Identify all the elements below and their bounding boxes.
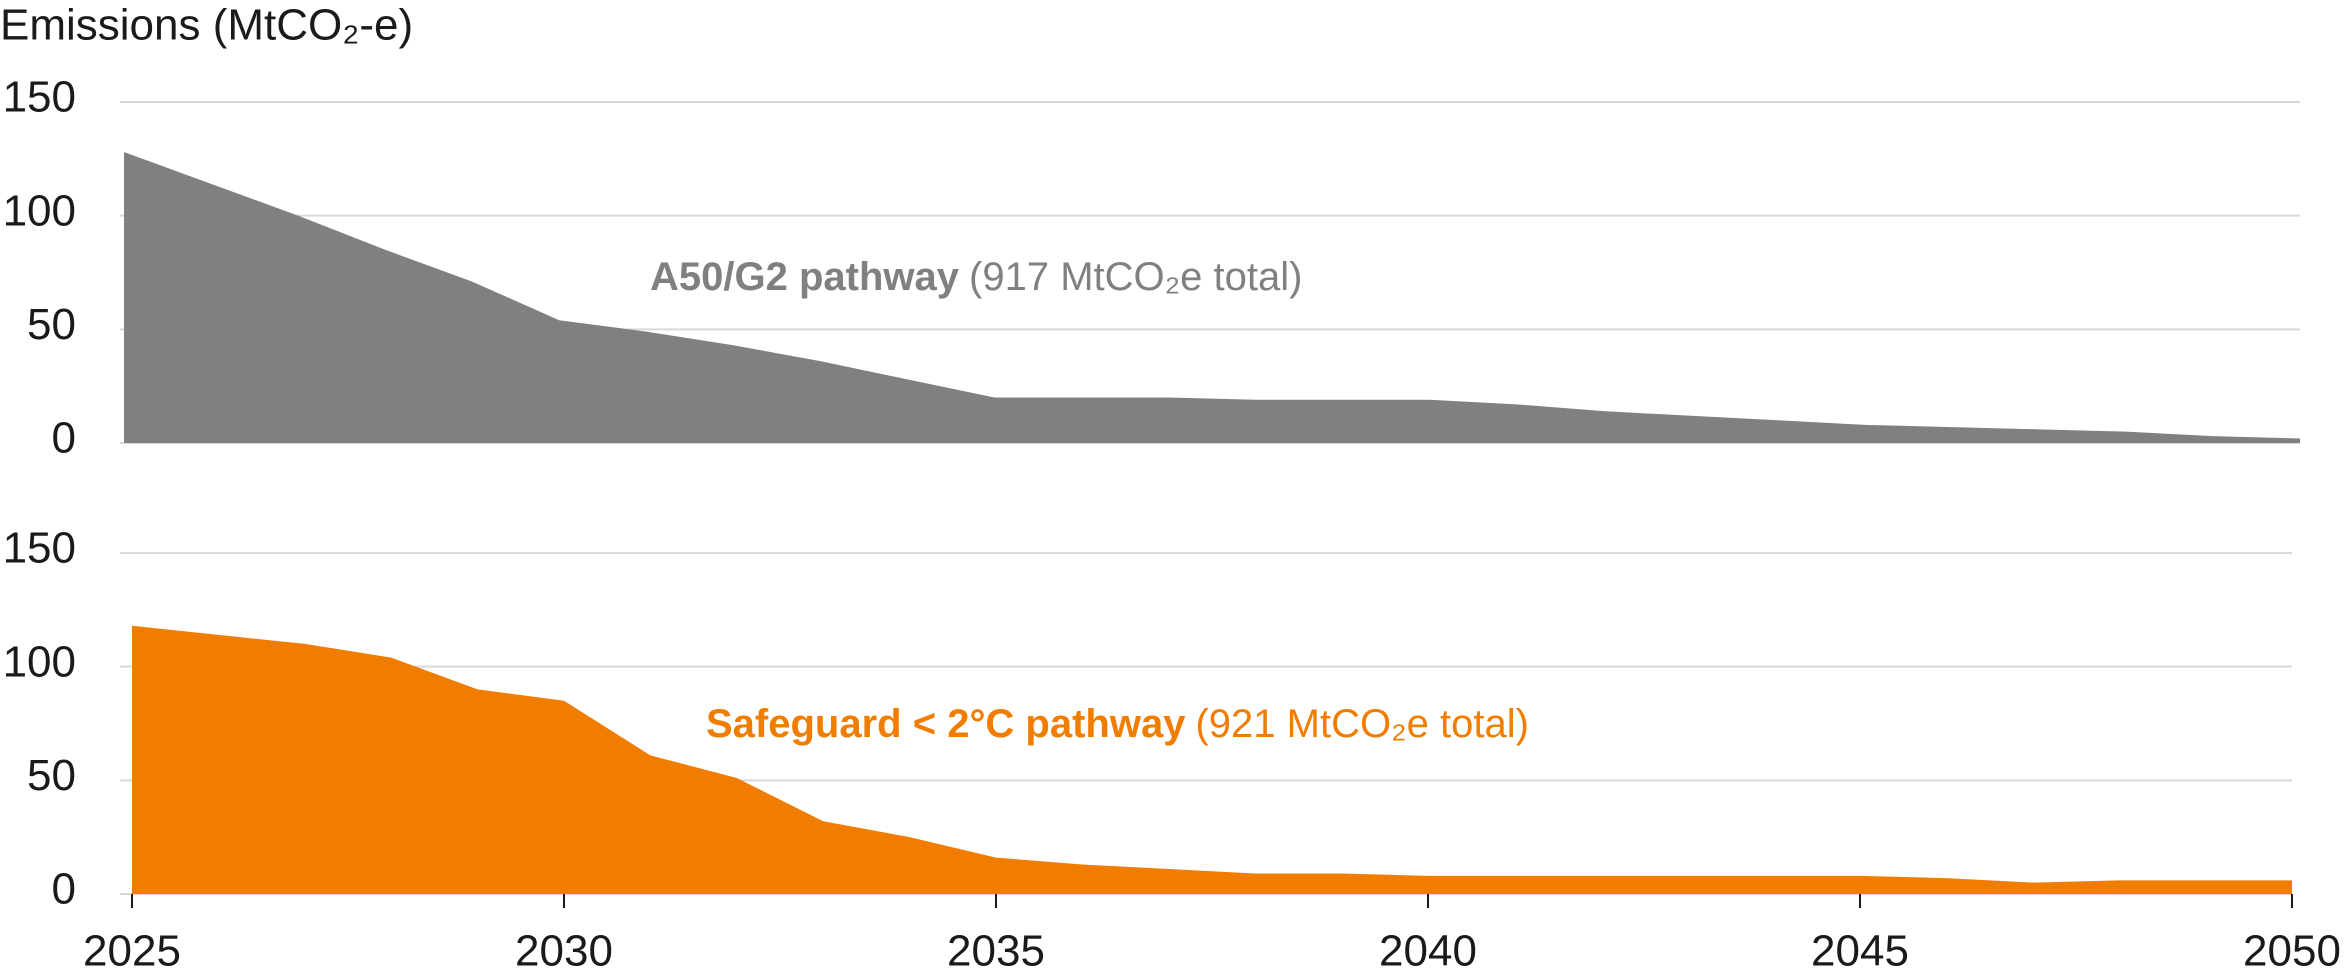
area [132,625,2292,894]
x-tick-label: 2035 [947,927,1045,976]
x-tick-label: 2025 [83,927,181,976]
y-axis-label: Emissions (MtCO₂-e) [0,1,413,50]
series-name: Safeguard < 2°C pathway [706,702,1186,746]
area [124,152,2300,443]
annotation-text: (917 MtCO₂e total) [969,255,1302,299]
y-tick-label: 50 [27,751,76,800]
series-name: A50/G2 pathway [650,255,960,299]
y-tick-label: 0 [52,414,76,463]
x-tick-label: 2040 [1379,927,1477,976]
y-tick-label: 100 [3,186,76,235]
y-tick-label: 100 [3,637,76,686]
y-tick-label: 150 [3,524,76,573]
x-tick-label: 2030 [515,927,613,976]
x-tick-label: 2050 [2243,927,2341,976]
y-tick-label: 150 [3,73,76,122]
x-tick-label: 2045 [1811,927,1909,976]
y-tick-label: 50 [27,300,76,349]
annotation-text: (921 MtCO₂e total) [1195,702,1528,746]
annotation: Safeguard < 2°C pathway (921 MtCO₂e total… [706,702,1529,746]
annotation: A50/G2 pathway (917 MtCO₂e total) [650,255,1302,299]
y-tick-label: 0 [52,865,76,914]
